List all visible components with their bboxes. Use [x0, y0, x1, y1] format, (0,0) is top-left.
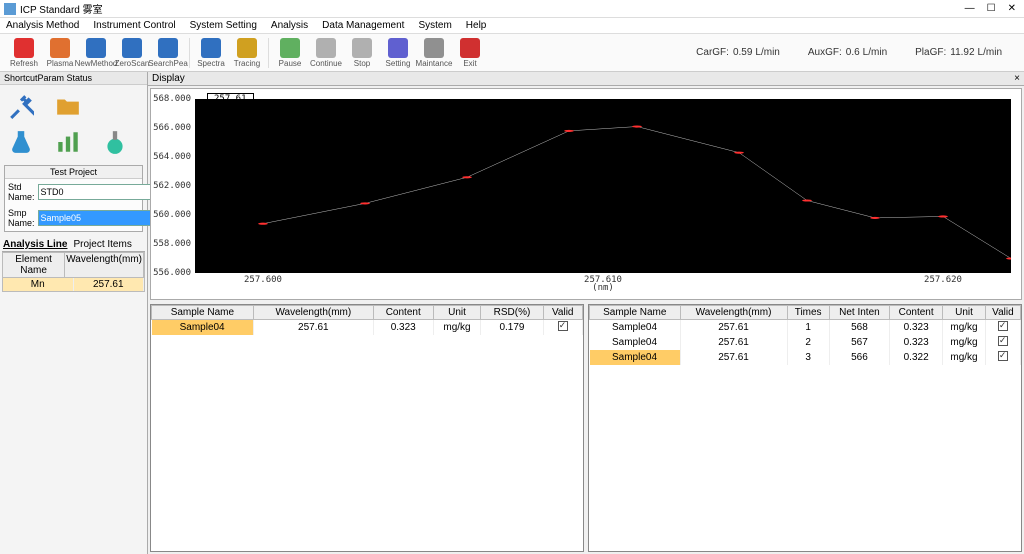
- col-header: Unit: [943, 306, 986, 320]
- col-header: Sample Name: [152, 306, 254, 320]
- folder-icon[interactable]: [53, 91, 83, 121]
- analysis-line-tabs: Analysis Line Project Items: [2, 238, 145, 252]
- replicates-table: Sample NameWavelength(mm)TimesNet IntenC…: [588, 304, 1022, 552]
- col-header: Wavelength(mm): [253, 306, 373, 320]
- shortcut-header: ShortcutParam Status: [0, 72, 147, 85]
- plasma-button[interactable]: Plasma: [42, 38, 78, 68]
- searchpea-button[interactable]: SearchPea: [150, 38, 186, 68]
- display-title: Display: [152, 73, 185, 84]
- stop-button[interactable]: Stop: [344, 38, 380, 68]
- table-row[interactable]: Sample04257.6135660.322mg/kg: [590, 350, 1021, 365]
- flask-blue-icon[interactable]: [6, 127, 36, 157]
- spectra-button[interactable]: Spectra: [193, 38, 229, 68]
- col-header: Valid: [985, 306, 1020, 320]
- blank-icon: [100, 91, 130, 121]
- menubar: Analysis Method Instrument Control System …: [0, 18, 1024, 34]
- col-header: Content: [890, 306, 943, 320]
- project-items-tab[interactable]: Project Items: [73, 239, 131, 250]
- summary-table: Sample NameWavelength(mm)ContentUnitRSD(…: [150, 304, 584, 552]
- chart-icon[interactable]: [53, 127, 83, 157]
- titlebar: ICP Standard 雾室 — ☐ ✕: [0, 0, 1024, 18]
- col-header: Net Inten: [829, 306, 889, 320]
- menu-system[interactable]: System: [418, 20, 451, 31]
- menu-analysis-method[interactable]: Analysis Method: [6, 20, 79, 31]
- test-project: Test Project Std Name: ▶ Smp Name: ▶: [4, 165, 143, 232]
- col-element: Element Name: [3, 253, 65, 277]
- minimize-button[interactable]: —: [965, 3, 975, 14]
- plot-area: [195, 99, 1011, 273]
- zeroscan-button[interactable]: ZeroScan: [114, 38, 150, 68]
- valid-checkbox[interactable]: [998, 336, 1008, 346]
- gas-PlaGF: PlaGF:11.92L/min: [915, 47, 1002, 58]
- window-title: ICP Standard 雾室: [20, 1, 103, 16]
- analysis-line-tab[interactable]: Analysis Line: [3, 239, 67, 250]
- col-header: Valid: [543, 306, 583, 320]
- tracing-button[interactable]: Tracing: [229, 38, 265, 68]
- newmethod-button[interactable]: NewMethod: [78, 38, 114, 68]
- col-header: RSD(%): [481, 306, 543, 320]
- menu-help[interactable]: Help: [466, 20, 487, 31]
- table-row[interactable]: Sample04257.610.323mg/kg0.179: [152, 320, 583, 336]
- menu-system-setting[interactable]: System Setting: [190, 20, 257, 31]
- right-panel: Display × 257.61 556.000558.000560.00056…: [148, 72, 1024, 554]
- test-project-title: Test Project: [5, 166, 142, 179]
- table-row[interactable]: Sample04257.6115680.323mg/kg: [590, 320, 1021, 336]
- spectrum-chart: 257.61 556.000558.000560.000562.000564.0…: [150, 88, 1022, 300]
- col-wavelength: Wavelength(mm): [65, 253, 144, 277]
- col-header: Wavelength(mm): [680, 306, 787, 320]
- exit-button[interactable]: Exit: [452, 38, 488, 68]
- gas-AuxGF: AuxGF:0.6L/min: [808, 47, 887, 58]
- valid-checkbox[interactable]: [998, 351, 1008, 361]
- tool-icon[interactable]: [6, 91, 36, 121]
- toolbar: RefreshPlasmaNewMethodZeroScanSearchPeaS…: [0, 34, 1024, 72]
- gas-CarGF: CarGF:0.59L/min: [696, 47, 780, 58]
- x-axis: 257.600257.610257.620(nm): [195, 275, 1011, 289]
- menu-instrument-control[interactable]: Instrument Control: [93, 20, 175, 31]
- valid-checkbox[interactable]: [558, 321, 568, 331]
- col-header: Content: [373, 306, 433, 320]
- refresh-button[interactable]: Refresh: [6, 38, 42, 68]
- element-table: Element NameWavelength(mm) Mn257.61: [2, 252, 145, 292]
- std-name-select[interactable]: [38, 184, 161, 200]
- std-name-label: Std Name:: [8, 182, 35, 202]
- display-header: Display ×: [148, 72, 1024, 86]
- table-row[interactable]: Sample04257.6125670.323mg/kg: [590, 335, 1021, 350]
- menu-analysis[interactable]: Analysis: [271, 20, 308, 31]
- valid-checkbox[interactable]: [998, 321, 1008, 331]
- col-header: Times: [787, 306, 829, 320]
- gas-readout: CarGF:0.59L/min AuxGF:0.6L/min PlaGF:11.92…: [696, 47, 1018, 58]
- setting-button[interactable]: Setting: [380, 38, 416, 68]
- col-header: Unit: [433, 306, 481, 320]
- pause-button[interactable]: Pause: [272, 38, 308, 68]
- smp-name-select[interactable]: [38, 210, 161, 226]
- maintance-button[interactable]: Maintance: [416, 38, 452, 68]
- menu-data-management[interactable]: Data Management: [322, 20, 404, 31]
- y-axis: 556.000558.000560.000562.000564.000566.0…: [151, 99, 193, 273]
- smp-name-label: Smp Name:: [8, 208, 35, 228]
- table-row[interactable]: Mn257.61: [2, 278, 145, 292]
- display-close-icon[interactable]: ×: [1014, 73, 1020, 84]
- app-icon: [4, 3, 16, 15]
- continue-button[interactable]: Continue: [308, 38, 344, 68]
- close-button[interactable]: ✕: [1008, 3, 1016, 14]
- maximize-button[interactable]: ☐: [987, 3, 996, 14]
- col-header: Sample Name: [590, 306, 681, 320]
- left-panel: ShortcutParam Status Test Project Std Na…: [0, 72, 148, 554]
- shortcut-grid: [0, 85, 147, 163]
- flask-round-icon[interactable]: [100, 127, 130, 157]
